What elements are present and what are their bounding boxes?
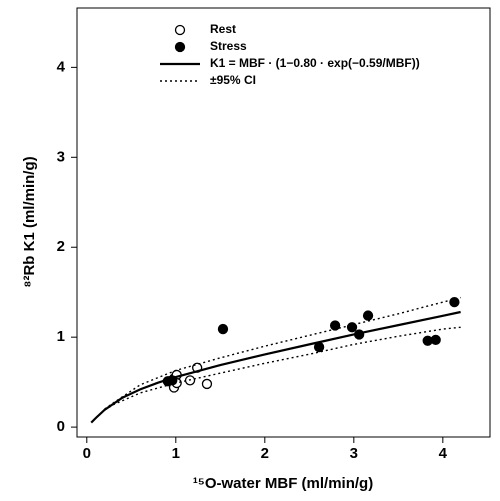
x-axis-label: ¹⁵O-water MBF (ml/min/g) — [193, 475, 373, 492]
data-point — [201, 378, 213, 390]
x-tick-label: 2 — [261, 445, 269, 462]
x-tick-label: 4 — [439, 445, 448, 462]
y-tick-label: 4 — [57, 58, 66, 75]
y-tick-label: 0 — [57, 418, 65, 435]
y-tick-label: 3 — [57, 148, 65, 165]
legend-label: Rest — [210, 22, 236, 36]
x-tick-label: 3 — [350, 445, 358, 462]
plot-frame — [76, 7, 491, 438]
legend-label: K1 = MBF · (1−0.80 · exp(−0.59/MBF)) — [210, 56, 420, 70]
legend-label: Stress — [210, 39, 247, 53]
ci-line — [104, 296, 461, 410]
data-point — [362, 310, 374, 321]
data-point — [329, 320, 341, 331]
legend-marker — [174, 41, 186, 53]
data-point — [217, 323, 229, 335]
legend-marker — [174, 24, 186, 36]
x-tick-label: 1 — [172, 445, 180, 462]
y-tick-label: 2 — [57, 238, 65, 255]
data-point — [430, 334, 441, 346]
data-point — [449, 296, 460, 308]
ci-line — [104, 326, 461, 411]
fit-line — [90, 310, 461, 424]
y-tick-label: 1 — [57, 328, 65, 345]
y-axis-label: ⁸²Rb K1 (ml/min/g) — [21, 156, 38, 287]
legend-label: ±95% CI — [210, 73, 256, 87]
x-tick-label: 0 — [83, 445, 91, 462]
